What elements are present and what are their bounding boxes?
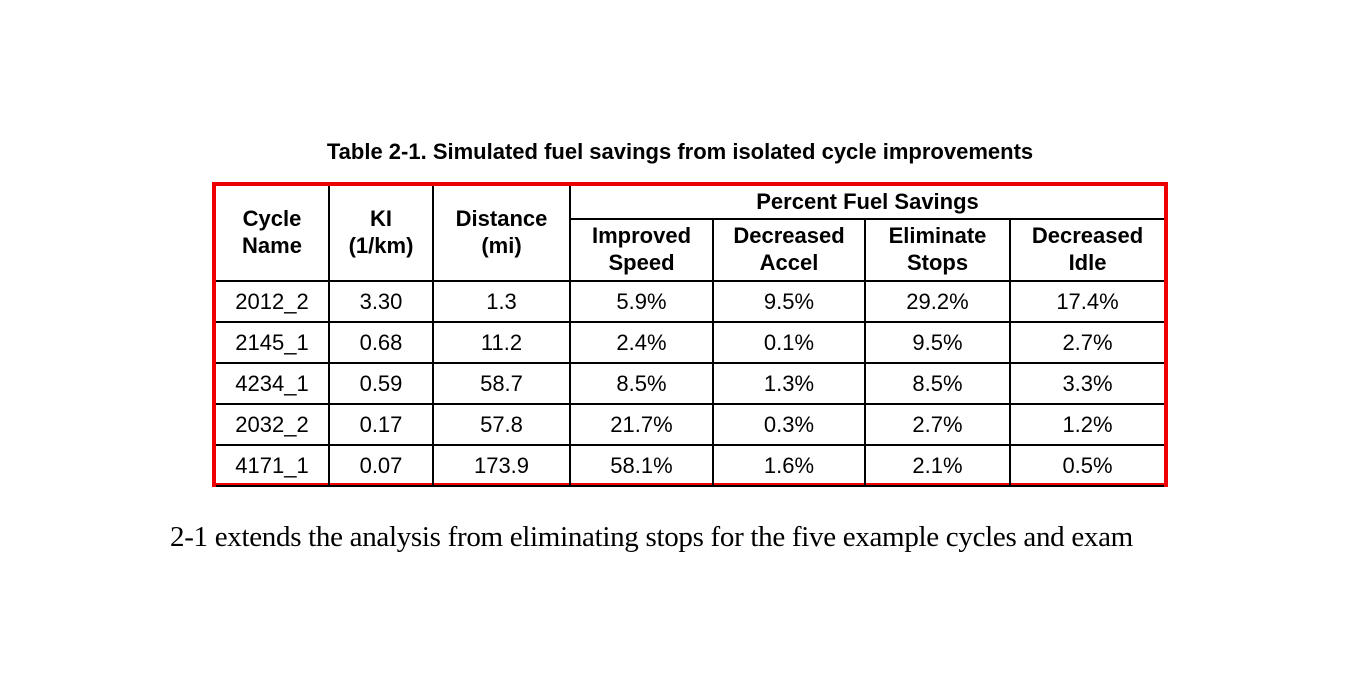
cell-decreased-accel: 0.1% (712, 321, 866, 364)
col-header-distance: Distance (mi) (432, 186, 571, 282)
cell-decreased-accel: 9.5% (712, 280, 866, 323)
cell-distance: 58.7 (432, 362, 571, 405)
cell-eliminate-stops: 29.2% (864, 280, 1011, 323)
table-row: 2032_2 0.17 57.8 21.7% 0.3% 2.7% 1.2% (216, 403, 1165, 446)
cell-improved-speed: 58.1% (569, 444, 714, 487)
table-row: 4234_1 0.59 58.7 8.5% 1.3% 8.5% 3.3% (216, 362, 1165, 405)
data-table: Cycle Name KI (1/km) Distance (mi) Perce… (216, 186, 1165, 487)
cell-decreased-idle: 2.7% (1008, 321, 1165, 364)
cell-improved-speed: 2.4% (569, 321, 714, 364)
table-caption: Table 2-1. Simulated fuel savings from i… (326, 139, 1034, 164)
cell-eliminate-stops: 8.5% (864, 362, 1011, 405)
cell-improved-speed: 21.7% (569, 403, 714, 446)
table-row: 2145_1 0.68 11.2 2.4% 0.1% 9.5% 2.7% (216, 321, 1165, 364)
cell-cycle-name: 4171_1 (216, 444, 330, 487)
sub-header-decreased-accel: Decreased Accel (712, 218, 866, 282)
cell-cycle-name: 2145_1 (216, 321, 330, 364)
sub-header-eliminate-stops: Eliminate Stops (864, 218, 1011, 282)
table-row: 2012_2 3.30 1.3 5.9% 9.5% 29.2% 17.4% (216, 280, 1165, 323)
table-row: 4171_1 0.07 173.9 58.1% 1.6% 2.1% 0.5% (216, 444, 1165, 487)
body-text: 2-1 extends the analysis from eliminatin… (170, 521, 1133, 553)
sub-header-decreased-idle: Decreased Idle (1008, 218, 1165, 282)
cell-ki: 0.17 (328, 403, 434, 446)
cell-decreased-accel: 0.3% (712, 403, 866, 446)
cell-eliminate-stops: 9.5% (864, 321, 1011, 364)
group-header-percent-fuel-savings: Percent Fuel Savings (568, 186, 1165, 220)
cell-eliminate-stops: 2.7% (864, 403, 1011, 446)
col-header-ki: KI (1/km) (328, 186, 434, 282)
cell-ki: 0.68 (328, 321, 434, 364)
sub-header-improved-speed: Improved Speed (569, 218, 714, 282)
cell-cycle-name: 4234_1 (216, 362, 330, 405)
cell-distance: 1.3 (432, 280, 571, 323)
cell-improved-speed: 5.9% (569, 280, 714, 323)
cell-ki: 0.59 (328, 362, 434, 405)
cell-distance: 173.9 (432, 444, 571, 487)
header-row-sub: Improved Speed Decreased Accel Eliminate… (216, 218, 1165, 282)
cell-decreased-idle: 17.4% (1008, 280, 1165, 323)
cell-decreased-accel: 1.3% (712, 362, 866, 405)
cell-ki: 3.30 (328, 280, 434, 323)
cell-eliminate-stops: 2.1% (864, 444, 1011, 487)
cell-ki: 0.07 (328, 444, 434, 487)
cell-cycle-name: 2032_2 (216, 403, 330, 446)
cell-decreased-idle: 3.3% (1008, 362, 1165, 405)
header-row-top: Cycle Name KI (1/km) Distance (mi) Perce… (216, 186, 1165, 282)
cell-cycle-name: 2012_2 (216, 280, 330, 323)
cell-decreased-idle: 1.2% (1008, 403, 1165, 446)
cell-improved-speed: 8.5% (569, 362, 714, 405)
col-header-cycle-name: Cycle Name (216, 186, 330, 282)
fuel-savings-table: Cycle Name KI (1/km) Distance (mi) Perce… (212, 182, 1168, 487)
cell-distance: 57.8 (432, 403, 571, 446)
cell-decreased-accel: 1.6% (712, 444, 866, 487)
cell-distance: 11.2 (432, 321, 571, 364)
cell-decreased-idle: 0.5% (1008, 444, 1165, 487)
